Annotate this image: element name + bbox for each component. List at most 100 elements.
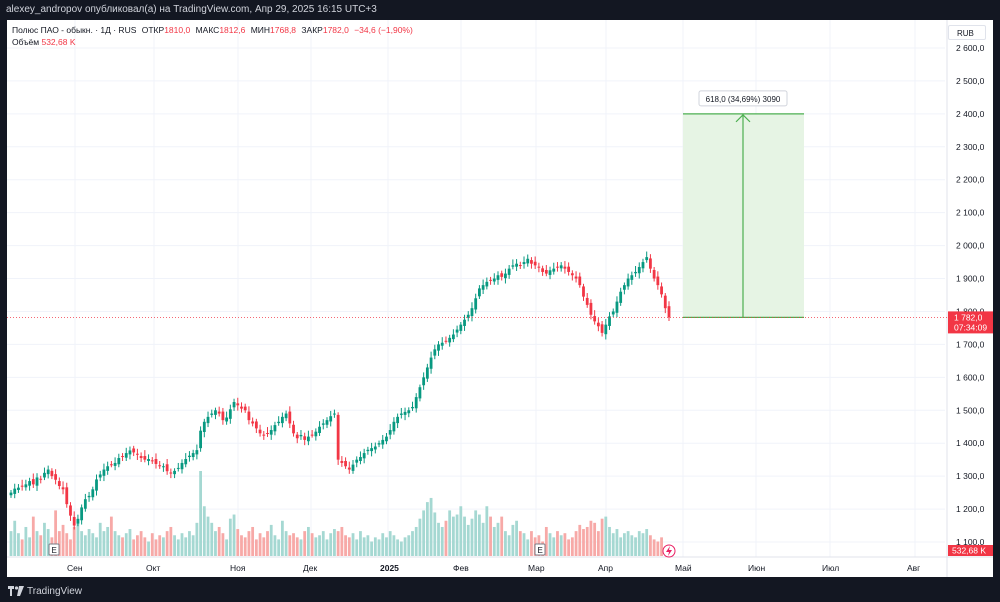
candle-body xyxy=(425,367,429,379)
volume-bar xyxy=(344,535,347,556)
candle-body xyxy=(455,329,459,333)
candle-body xyxy=(347,467,351,470)
candle-body xyxy=(217,411,221,414)
volume-bar xyxy=(169,526,173,556)
candle-body xyxy=(124,453,128,458)
volume-bar xyxy=(463,516,466,556)
candle-body xyxy=(303,436,307,440)
candle-body xyxy=(563,266,567,269)
target-label-box xyxy=(698,90,788,107)
volume-bar xyxy=(87,529,91,556)
candle-body xyxy=(31,479,35,485)
price-chart[interactable]: 618,0 (34,69%) 3090 2 600,0 2 500,0 2 400,… xyxy=(7,20,993,577)
y-tick-label: 2 200,0 xyxy=(956,175,985,185)
candle-body xyxy=(61,487,65,490)
volume-bar xyxy=(414,526,418,556)
candle-body xyxy=(236,403,240,406)
candle-body xyxy=(396,416,400,424)
candle-body xyxy=(407,410,411,414)
volume-bar xyxy=(611,533,615,556)
candle-body xyxy=(619,291,623,303)
y-tick-label: 1 700,0 xyxy=(956,339,985,349)
candle-body xyxy=(87,495,91,498)
candle-body xyxy=(273,425,277,432)
volume-bar xyxy=(31,516,35,556)
earnings-marker: E xyxy=(48,543,60,556)
candle-body xyxy=(288,411,292,424)
volume-bar xyxy=(292,533,295,556)
candle-body xyxy=(585,297,589,305)
volume-bar xyxy=(57,531,61,556)
volume-bar xyxy=(425,502,429,556)
candle-body xyxy=(500,273,504,277)
volume-bar xyxy=(474,510,478,556)
volume-bar xyxy=(299,539,303,556)
x-tick-label: Фев xyxy=(453,563,469,573)
tradingview-icon xyxy=(8,586,24,596)
candle-body xyxy=(667,306,671,318)
candle-body xyxy=(414,397,418,409)
volume-bar xyxy=(240,535,243,556)
y-tick-label: 2 000,0 xyxy=(956,241,985,251)
volume-bar xyxy=(470,518,474,556)
candle-body xyxy=(269,430,273,435)
candle-body xyxy=(626,278,630,287)
volume-bar xyxy=(150,533,154,556)
candle-body xyxy=(139,456,143,459)
candle-body xyxy=(515,263,518,267)
x-tick-label: Мар xyxy=(528,563,545,573)
volume-bar xyxy=(481,522,485,556)
candle-body xyxy=(507,268,511,275)
volume-bar xyxy=(518,531,522,556)
candle-body xyxy=(150,460,154,462)
y-tick-label: 2 500,0 xyxy=(956,76,985,86)
volume-bar xyxy=(478,514,481,556)
open-label: ОТКР xyxy=(141,25,165,35)
candle-body xyxy=(243,406,247,411)
volume-bar xyxy=(656,541,660,556)
publish-header: alexey_andropov опубликовал(а) на Tradin… xyxy=(0,0,1000,20)
volume-bar xyxy=(173,535,176,556)
candle-body xyxy=(630,275,634,280)
volume-badge-value: 532,68 K xyxy=(952,546,986,556)
currency-button[interactable]: RUB xyxy=(948,25,986,40)
candle-body xyxy=(377,443,381,445)
volume-bar xyxy=(202,506,206,556)
chart-panel[interactable]: 618,0 (34,69%) 3090 2 600,0 2 500,0 2 400,… xyxy=(7,20,993,577)
high-value: 1812,6 xyxy=(219,25,246,35)
volume-bar xyxy=(496,522,500,556)
candle-body xyxy=(98,474,102,478)
footer: TradingView xyxy=(0,579,1000,602)
y-tick-label: 1 100,0 xyxy=(956,537,985,547)
volume-bar xyxy=(500,516,504,556)
x-tick-label: Июн xyxy=(748,563,765,573)
target-label: 618,0 (34,69%) 3090 xyxy=(706,95,781,104)
volume-bar xyxy=(72,526,76,556)
tradingview-logo[interactable]: TradingView xyxy=(8,583,82,599)
volume-bar xyxy=(429,497,433,556)
candle-body xyxy=(310,434,314,436)
low-value: 1768,8 xyxy=(270,25,297,35)
candle-body xyxy=(299,434,303,437)
symbol-name[interactable]: Полюс ПАО - обыкн. · 1Д · RUS xyxy=(12,25,137,35)
candle-body xyxy=(478,288,481,297)
volume-bar xyxy=(232,514,236,556)
volume-bar xyxy=(544,526,548,556)
volume-bar xyxy=(221,533,225,556)
y-tick-label: 1 200,0 xyxy=(956,504,985,514)
volume-bar xyxy=(641,533,645,556)
candle-body xyxy=(262,434,266,436)
x-tick-label: Май xyxy=(675,563,692,573)
volume-bar xyxy=(634,537,637,556)
candle-body xyxy=(54,474,58,480)
volume-bar xyxy=(254,539,258,556)
volume-bar xyxy=(351,533,355,556)
candle-body xyxy=(17,487,20,490)
volume-bar xyxy=(61,524,65,556)
volume-bar xyxy=(336,531,340,556)
volume-badge xyxy=(948,545,993,556)
candle-body xyxy=(526,258,530,264)
candle-body xyxy=(24,484,28,488)
author-line: alexey_andropov опубликовал(а) на Tradin… xyxy=(6,4,377,15)
candle-body xyxy=(57,481,61,487)
